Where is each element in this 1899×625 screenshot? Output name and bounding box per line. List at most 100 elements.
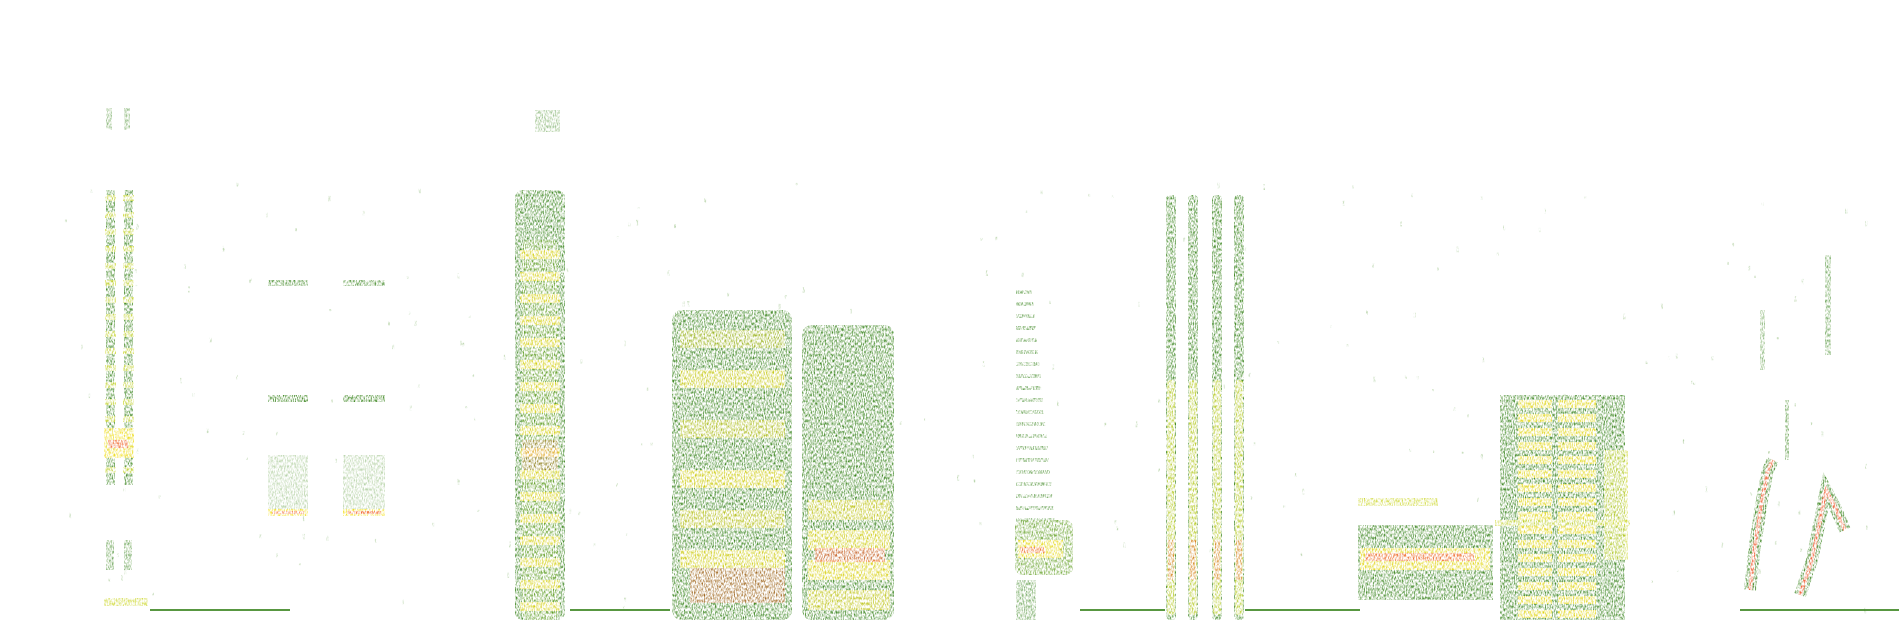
speckle [1461,451,1464,455]
speckle [1330,325,1332,328]
speckle [409,405,412,411]
speckle [121,575,123,581]
block-band [808,560,890,580]
chirp-line [1016,470,1050,474]
speckle [971,454,974,459]
comb-tooth [1558,470,1596,478]
block-band [680,510,785,528]
speckle [1577,503,1580,507]
speckle [335,458,337,463]
speckle [302,515,305,522]
sweep-spur [1760,310,1765,370]
burst-top [535,110,560,132]
speckle [527,529,530,532]
speckle [1052,364,1055,370]
speckle [1183,237,1186,243]
speckle [366,476,369,482]
speckle [995,236,998,241]
comb-tooth [1558,498,1596,506]
frequency-sweep-calls [1744,255,1851,597]
tonal-mid [268,395,308,402]
burst-streak [520,338,560,347]
burst-streak [520,514,560,523]
tone-left [1358,498,1438,506]
burst-streak [520,602,560,611]
speckle [980,237,983,241]
speckle [362,210,365,216]
speckle [236,182,239,187]
speckle [677,474,680,478]
speckle [566,268,569,273]
speckle [542,593,545,599]
speckle [1675,353,1678,359]
comb-tooth [1558,400,1596,408]
speckle [1544,208,1546,214]
tonal-low-peak [347,511,381,514]
speckle [402,599,404,605]
pulse-tick [123,382,134,388]
speckle [781,353,784,359]
comb-tooth [1518,456,1552,464]
chirp-line [1016,434,1047,438]
speckle [1801,573,1804,577]
speckle [957,474,960,481]
low-chirp-burst [1015,290,1073,620]
pulse-tick [105,348,116,354]
speckle [820,540,823,544]
speckle [979,521,982,526]
speckle [1169,609,1172,612]
speckle [593,543,596,547]
speckle [1389,535,1392,541]
block-band [680,330,785,348]
sweep-trace [1798,484,1847,596]
comb-tooth [1518,414,1552,422]
speckle [646,387,649,391]
pulse-tick [123,297,134,303]
speckle [295,228,297,232]
comb-tooth [1558,414,1596,422]
speckle [706,424,709,429]
speckle [676,446,679,452]
speckle [1456,246,1459,253]
speckle [884,371,887,376]
speckle [899,421,902,425]
speckle [982,361,985,367]
burst-streak [520,558,560,567]
speckle [1800,548,1803,552]
tonal-haze [268,455,308,510]
speckle [1467,414,1469,418]
speckle [331,399,334,403]
comb-tooth [1558,484,1596,492]
pulse-peak [1190,540,1196,580]
speckle [1114,520,1117,525]
speckle [417,384,420,388]
speckle [1534,504,1536,510]
burst-streak [520,580,560,589]
speckle [1025,210,1028,213]
speckle [1794,296,1797,303]
burst-streak [520,470,560,479]
baseline-streak [1245,609,1360,611]
speckle [1496,252,1499,256]
pulse-base [104,598,148,606]
broadband-burst [515,110,565,620]
speckle [1138,301,1140,307]
speckle [206,428,209,434]
speckle [1413,312,1416,318]
speckle [1135,421,1138,428]
chirp-line [1016,350,1038,354]
speckle [1821,431,1824,437]
speckle [1277,341,1280,344]
speckle [1845,208,1848,214]
comb-tooth [1518,470,1552,478]
pulse-low [106,540,114,570]
pulse-peak [1168,540,1174,580]
speckle [356,462,359,465]
baseline-streak [1740,609,1899,611]
comb-tooth [1558,582,1596,590]
speckle [569,508,572,514]
speckle [158,495,161,499]
speckle [705,513,708,519]
